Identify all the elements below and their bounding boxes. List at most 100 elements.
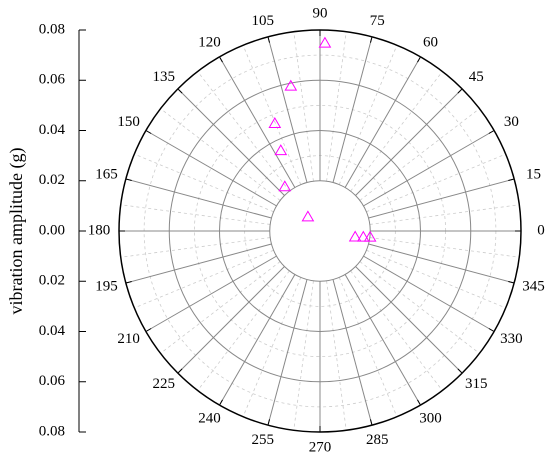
data-point: [348, 230, 362, 242]
r-tick-label: 0.04: [39, 122, 66, 138]
minor-grid-spoke: [359, 108, 480, 201]
minor-grid-spoke: [120, 237, 271, 258]
minor-grid-spoke: [366, 153, 506, 213]
grid-spoke: [344, 274, 421, 406]
theta-tick: [219, 399, 223, 406]
grid-spoke: [332, 279, 373, 426]
minor-grid-spoke: [134, 249, 274, 309]
theta-tick: [369, 36, 373, 43]
grid-spoke: [368, 243, 515, 284]
minor-grid-spoke: [369, 237, 520, 258]
grid-spoke: [125, 243, 272, 284]
data-point: [301, 210, 315, 222]
r-tick-label: 0.02: [39, 273, 65, 289]
minor-grid-spoke: [242, 277, 302, 417]
grid-spoke: [368, 178, 515, 219]
grid-spoke: [267, 36, 308, 183]
theta-tick: [369, 419, 373, 426]
theta-tick-label: 30: [504, 114, 519, 130]
minor-grid-spoke: [369, 204, 520, 225]
theta-tick: [457, 88, 463, 94]
data-point: [356, 230, 370, 242]
minor-grid-spoke: [120, 204, 271, 225]
minor-grid-spoke: [366, 249, 506, 309]
theta-tick-label: 180: [88, 222, 111, 238]
theta-tick: [125, 280, 132, 284]
minor-grid-spoke: [197, 270, 290, 391]
theta-tick-label: 285: [366, 432, 389, 448]
grid-spoke: [355, 88, 463, 196]
theta-tick-label: 15: [526, 166, 541, 182]
theta-tick: [145, 130, 152, 134]
theta-tick-label: 60: [423, 35, 438, 51]
theta-tick: [267, 36, 271, 43]
theta-tick-label: 90: [313, 5, 328, 21]
minor-grid-spoke: [326, 31, 347, 182]
theta-tick-label: 255: [252, 432, 275, 448]
theta-tick-label: 345: [522, 279, 545, 295]
r-tick-label: 0.04: [39, 323, 66, 339]
grid-spoke: [363, 130, 495, 207]
theta-tick-label: 165: [95, 166, 118, 182]
grid-spoke: [355, 266, 463, 374]
theta-tick: [488, 130, 495, 134]
theta-tick-label: 330: [500, 331, 523, 347]
r-tick-label: 0.00: [39, 222, 65, 238]
minor-grid-spoke: [160, 261, 281, 354]
theta-tick-label: 0: [537, 222, 545, 238]
minor-grid-spoke: [197, 71, 290, 192]
data-point: [284, 79, 298, 91]
theta-tick: [145, 328, 152, 332]
minor-grid-spoke: [293, 280, 314, 431]
data-point: [268, 117, 282, 129]
theta-tick-label: 45: [469, 69, 484, 85]
data-point: [274, 144, 288, 156]
data-point: [278, 180, 292, 192]
data-point: [318, 36, 332, 48]
minor-grid-spoke: [350, 71, 443, 192]
theta-tick-label: 195: [95, 279, 118, 295]
grid-spoke: [125, 178, 272, 219]
r-tick-label: 0.08: [39, 21, 65, 37]
theta-tick: [488, 328, 495, 332]
theta-tick-label: 120: [198, 35, 221, 51]
grid-spoke: [145, 255, 277, 332]
theta-tick: [417, 399, 421, 406]
r-tick-label: 0.08: [39, 423, 65, 439]
theta-tick-label: 315: [465, 376, 488, 392]
r-axis-label: vibration amplitude (g): [6, 148, 27, 315]
theta-tick-label: 75: [370, 13, 385, 29]
theta-tick: [508, 178, 515, 182]
grid-spoke: [267, 279, 308, 426]
minor-grid-spoke: [134, 153, 274, 213]
theta-tick-label: 225: [152, 376, 175, 392]
theta-tick-label: 240: [198, 410, 221, 426]
theta-tick: [177, 88, 183, 94]
minor-grid-spoke: [242, 45, 302, 185]
theta-tick: [219, 56, 223, 63]
data-point: [363, 230, 377, 242]
theta-tick: [508, 280, 515, 284]
theta-tick: [125, 178, 132, 182]
grid-spoke: [344, 56, 421, 188]
theta-tick: [267, 419, 271, 426]
theta-tick-label: 210: [117, 331, 140, 347]
r-tick-label: 0.06: [39, 72, 66, 88]
theta-tick-label: 300: [419, 410, 442, 426]
minor-grid-spoke: [338, 277, 398, 417]
theta-tick-label: 135: [152, 69, 175, 85]
r-tick-label: 0.02: [39, 172, 65, 188]
minor-grid-spoke: [359, 261, 480, 354]
grid-spoke: [219, 56, 296, 188]
grid-spoke: [145, 130, 277, 207]
theta-tick: [177, 368, 183, 374]
theta-tick-label: 150: [117, 114, 140, 130]
grid-spoke: [177, 88, 285, 196]
minor-grid-spoke: [326, 280, 347, 431]
grid-spoke: [219, 274, 296, 406]
minor-grid-spoke: [338, 45, 398, 185]
minor-grid-spoke: [350, 270, 443, 391]
theta-tick-label: 105: [252, 13, 275, 29]
grid-spoke: [332, 36, 373, 183]
